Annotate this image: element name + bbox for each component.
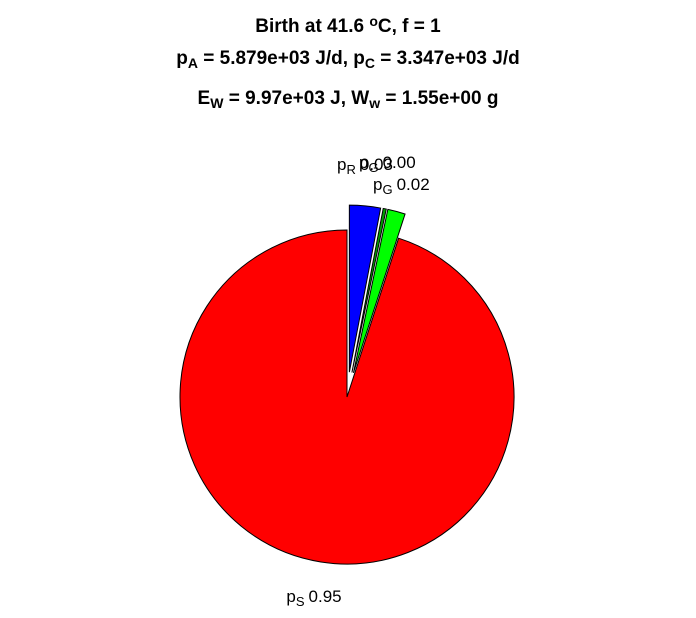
- slice-label-1: pR 0.03: [337, 155, 393, 177]
- pie-slice-4: [179, 229, 515, 565]
- pie-slice-3: [352, 208, 406, 373]
- pie-slice-1: [348, 204, 382, 373]
- pie-slices: [179, 204, 515, 565]
- slice-label-3: pG 0.02: [373, 175, 430, 197]
- chart-title: Birth at 41.6 oC, f = 1 pA = 5.879e+03 J/…: [176, 13, 519, 111]
- slice-label-4: pS 0.95: [286, 587, 341, 609]
- title-line-3: EW = 9.97e+03 J, Ww = 1.55e+00 g: [198, 88, 499, 111]
- slice-label-2: pG 0.00: [359, 153, 416, 175]
- title-line-2: pA = 5.879e+03 J/d, pC = 3.347e+03 J/d: [176, 48, 519, 71]
- title-line-1: Birth at 41.6 oC, f = 1: [255, 13, 441, 37]
- pie-slice-2: [351, 207, 387, 373]
